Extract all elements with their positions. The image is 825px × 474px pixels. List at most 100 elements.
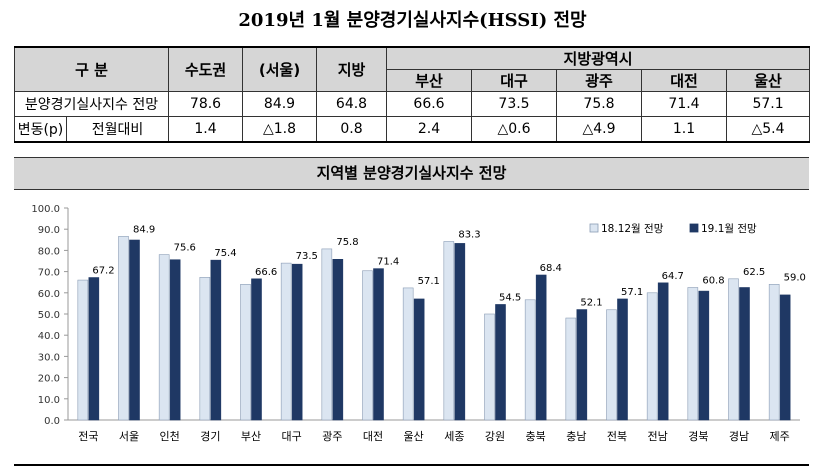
table-cell: 66.6	[386, 91, 473, 117]
data-label: 57.1	[621, 287, 643, 298]
x-tick-label: 대구	[282, 430, 302, 443]
data-label: 83.3	[458, 229, 480, 240]
data-label: 75.8	[336, 237, 358, 248]
bar-jan-forecast	[210, 259, 222, 421]
chart-title: 지역별 분양경기실사지수 전망	[14, 157, 809, 190]
bar-dec-forecast	[362, 270, 373, 421]
table-cell: 84.9	[242, 91, 318, 117]
table-row-change: 변동(p) 전월대비 1.4 △1.8 0.8 2.4 △0.6 △4.9 1.…	[14, 116, 811, 143]
bar-dec-forecast	[402, 287, 414, 421]
x-tick-label: 세종	[444, 430, 464, 443]
page-title: 2019년 1월 분양경기실사지수(HSSI) 전망	[238, 10, 587, 31]
table-cell: △0.6	[471, 116, 558, 143]
bar-jan-forecast	[454, 243, 466, 421]
x-tick-label: 광주	[322, 430, 342, 443]
y-tick-label: 90.0	[38, 225, 60, 236]
y-tick-label: 40.0	[38, 331, 60, 342]
x-tick-label: 울산	[404, 430, 424, 443]
bar-dec-forecast	[646, 292, 658, 421]
x-tick-label: 경남	[729, 430, 749, 443]
header-seoul: (서울)	[242, 46, 318, 92]
row-sublabel-change: 전월대비	[65, 116, 170, 143]
data-label: 62.5	[743, 267, 765, 278]
x-tick-label: 충남	[566, 430, 586, 443]
header-provinces: 지방	[316, 46, 388, 92]
bar-jan-forecast	[169, 259, 181, 421]
table-cell: △4.9	[556, 116, 643, 143]
data-label: 57.1	[418, 276, 440, 287]
data-label: 84.9	[133, 224, 155, 235]
table-cell: 64.8	[316, 91, 388, 117]
bar-jan-forecast	[617, 298, 628, 421]
bar-dec-forecast	[728, 278, 739, 421]
x-tick-label: 충북	[526, 430, 546, 443]
row-label-forecast: 분양경기실사지수 전망	[13, 91, 170, 117]
bar-jan-forecast	[413, 298, 425, 421]
bar-dec-forecast	[443, 241, 455, 421]
bar-dec-forecast	[77, 279, 89, 421]
bar-dec-forecast	[158, 254, 170, 421]
x-tick-label: 대전	[363, 430, 383, 443]
bar-jan-forecast	[576, 309, 588, 421]
header-metro-city: 울산	[726, 69, 811, 92]
data-label: 75.4	[214, 248, 236, 259]
bar-jan-forecast	[332, 259, 344, 421]
bar-dec-forecast	[606, 309, 617, 421]
y-tick-label: 10.0	[38, 395, 60, 406]
bar-jan-forecast	[373, 268, 384, 421]
data-label: 68.4	[540, 263, 562, 274]
data-label: 66.6	[255, 267, 277, 278]
header-metro-city: 광주	[556, 69, 643, 92]
legend-label: 19.1월 전망	[701, 223, 757, 235]
x-tick-label: 제주	[770, 430, 790, 443]
header-division: 구 분	[13, 46, 170, 92]
bar-jan-forecast	[88, 277, 100, 421]
header-metro-city: 대구	[471, 69, 558, 92]
y-tick-label: 20.0	[38, 374, 60, 385]
table-cell: 75.8	[556, 91, 643, 117]
header-metro-city: 대전	[641, 69, 728, 92]
legend-swatch	[689, 223, 699, 233]
table-cell: 1.4	[168, 116, 244, 143]
table-cell: 1.1	[641, 116, 728, 143]
bar-dec-forecast	[565, 317, 577, 421]
data-label: 73.5	[296, 251, 318, 262]
bar-chart: 0.0 10.0 20.0 30.0 40.0 50.0 60.0 70.0 80.0 90.0 1…	[31, 204, 806, 443]
data-label: 54.5	[499, 292, 521, 303]
bar-dec-forecast	[240, 284, 251, 421]
data-label: 75.6	[174, 243, 196, 254]
data-label: 52.1	[580, 298, 602, 309]
bar-dec-forecast	[524, 299, 536, 421]
bar-dec-forecast	[280, 262, 292, 421]
y-tick-label: 70.0	[38, 268, 60, 279]
x-tick-label: 서울	[119, 430, 139, 443]
bar-jan-forecast	[495, 304, 506, 421]
y-tick-label: 0.0	[44, 416, 60, 427]
x-tick-label: 전북	[607, 430, 627, 443]
bar-jan-forecast	[291, 263, 303, 421]
bar-jan-forecast	[657, 282, 669, 421]
bar-dec-forecast	[118, 236, 129, 421]
bar-jan-forecast	[779, 294, 791, 421]
bar-dec-forecast	[768, 284, 780, 421]
y-tick-label: 60.0	[38, 289, 60, 300]
y-tick-label: 50.0	[38, 310, 60, 321]
header-capital: 수도권	[168, 46, 244, 92]
x-tick-label: 부산	[241, 430, 261, 443]
bar-jan-forecast	[739, 287, 750, 421]
bar-jan-forecast	[535, 274, 547, 421]
data-label: 59.0	[784, 272, 806, 283]
data-label: 64.7	[662, 271, 684, 282]
x-tick-label: 전국	[78, 430, 98, 443]
bottom-divider	[14, 464, 809, 466]
row-label-change: 변동(p)	[14, 116, 67, 143]
bar-dec-forecast	[199, 277, 211, 421]
legend-swatch	[589, 223, 599, 233]
legend-label: 18.12월 전망	[601, 223, 664, 235]
y-tick-label: 30.0	[38, 352, 60, 363]
table-cell: 73.5	[471, 91, 558, 117]
x-tick-label: 강원	[485, 430, 505, 443]
table-cell: 2.4	[386, 116, 473, 143]
table-cell: 0.8	[316, 116, 388, 143]
bar-jan-forecast	[251, 278, 262, 421]
